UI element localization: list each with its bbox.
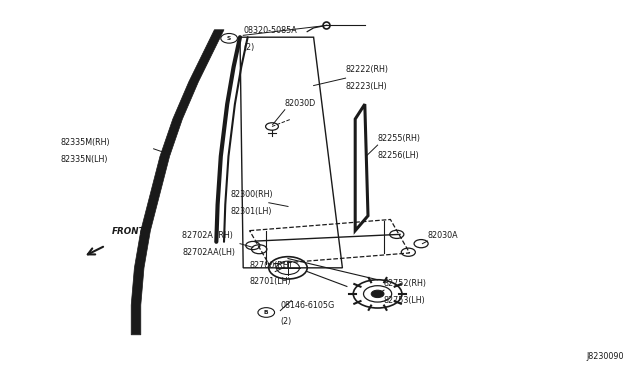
Text: 82702AA(LH): 82702AA(LH) (182, 248, 236, 257)
Text: 82335N(LH): 82335N(LH) (61, 155, 108, 164)
Text: S: S (227, 36, 231, 41)
Text: 82702A (RH): 82702A (RH) (182, 231, 233, 240)
Text: 82256(LH): 82256(LH) (378, 151, 419, 160)
Text: 82030D: 82030D (285, 99, 316, 108)
Circle shape (371, 290, 384, 298)
Text: FRONT: FRONT (112, 227, 146, 236)
Text: 82222(RH): 82222(RH) (346, 65, 388, 74)
Polygon shape (131, 30, 224, 335)
Text: J8230090: J8230090 (586, 352, 624, 361)
Text: 82701(LH): 82701(LH) (250, 278, 291, 286)
Text: 82335M(RH): 82335M(RH) (61, 138, 111, 147)
Text: 82255(RH): 82255(RH) (378, 134, 420, 143)
Text: B: B (264, 310, 269, 315)
Text: 82030A: 82030A (428, 231, 458, 240)
Text: 82700(RH): 82700(RH) (250, 261, 292, 270)
Text: (2): (2) (243, 43, 255, 52)
Text: 82753(LH): 82753(LH) (384, 296, 426, 305)
Text: (2): (2) (280, 317, 292, 326)
Text: 82301(LH): 82301(LH) (230, 207, 272, 216)
Text: 08320-5085A: 08320-5085A (243, 26, 297, 35)
Text: 82752(RH): 82752(RH) (384, 279, 427, 288)
Text: 08146-6105G: 08146-6105G (280, 301, 335, 310)
Text: 82223(LH): 82223(LH) (346, 82, 387, 91)
Text: 82300(RH): 82300(RH) (230, 190, 273, 199)
